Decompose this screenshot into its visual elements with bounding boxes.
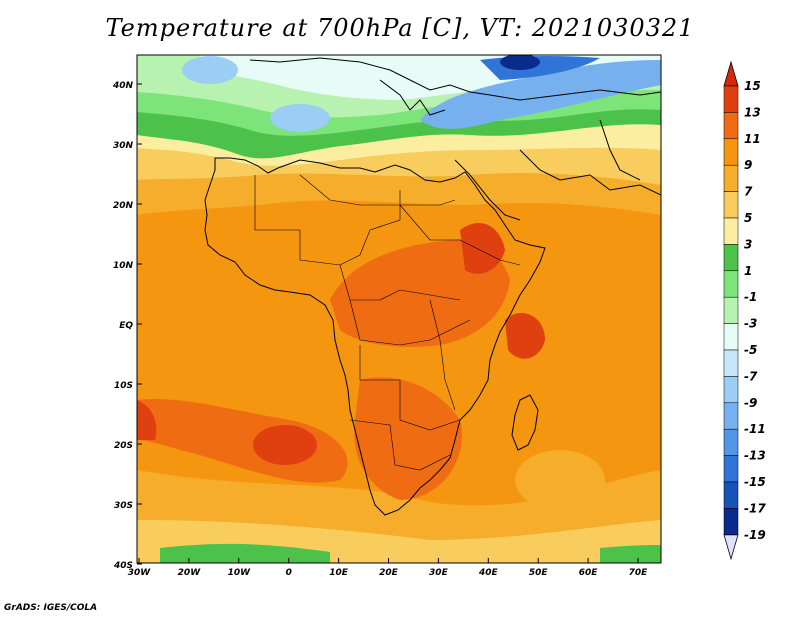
colorbar-bin <box>723 402 739 430</box>
colorbar-label: 9 <box>744 158 752 172</box>
lat-label: 20N <box>113 201 134 211</box>
colorbar: 15 13 11 9 7 5 3 1 -1 -3 -5 -7 -9 -11 -13 -15 -17 -19 <box>723 60 766 561</box>
border-central <box>339 264 461 301</box>
colorbar-label: -1 <box>744 290 757 304</box>
colorbar-bin <box>723 349 739 377</box>
field-cold-center <box>500 55 540 70</box>
field-cold-patch-west <box>182 56 238 84</box>
border-southern <box>349 419 451 471</box>
colorbar-bin <box>723 296 739 324</box>
arabia-coast <box>519 149 661 196</box>
colorbar-label: -9 <box>744 396 757 410</box>
lon-label: 30W <box>128 568 152 578</box>
colorbar-bin <box>723 138 739 166</box>
lat-label: 20S <box>114 441 133 451</box>
border-congo <box>349 299 471 346</box>
colorbar-label: 15 <box>744 79 761 93</box>
map-frame <box>136 54 662 564</box>
mediterranean-coast <box>379 79 446 116</box>
colorbar-label: -7 <box>744 369 758 383</box>
colorbar-label: -13 <box>744 449 766 463</box>
colorbar-label: -19 <box>744 528 766 542</box>
field-hot-core-south-atlantic <box>253 425 317 465</box>
lon-label: 50E <box>529 568 549 578</box>
north-coastline <box>249 57 661 101</box>
colorbar-label: 1 <box>744 264 752 278</box>
temperature-field <box>137 55 661 563</box>
colorbar-bin <box>723 112 739 140</box>
lat-label: 30S <box>114 501 133 511</box>
lat-label: 30N <box>113 141 134 151</box>
lon-label: 70E <box>629 568 649 578</box>
border-sudan <box>399 204 481 251</box>
colorbar-label: 7 <box>744 185 753 199</box>
colorbar-bin <box>723 164 739 192</box>
lon-label: 10W <box>228 568 252 578</box>
colorbar-bin <box>723 508 739 536</box>
colorbar-bin <box>723 217 739 245</box>
colorbar-bin <box>723 270 739 298</box>
map-title: Temperature at 700hPa [C], VT: 202103032… <box>105 14 695 42</box>
colorbar-bin <box>723 85 739 113</box>
colorbar-label: 3 <box>744 237 752 251</box>
lon-label: 60E <box>579 568 599 578</box>
longitude-axis: 30W 20W 10W 0 10E 20E 30E 40E 50E 60E 70E <box>128 558 648 578</box>
colorbar-bin <box>723 244 739 272</box>
red-sea-coast <box>454 159 521 221</box>
footer-credit: GrADS: IGES/COLA <box>4 603 98 613</box>
field-hot-ethiopia <box>460 222 505 274</box>
field-cold-band-east <box>420 60 661 129</box>
border-horn <box>479 249 521 266</box>
lat-label: 10S <box>114 381 133 391</box>
border-sahara <box>299 174 456 206</box>
lon-label: 20W <box>178 568 202 578</box>
lon-label: 0 <box>286 568 292 578</box>
field-band-3-south-east <box>600 545 661 563</box>
border-south-central <box>359 345 461 431</box>
field-hot-west-edge <box>137 400 157 440</box>
colorbar-bin <box>723 481 739 509</box>
colorbar-bin <box>723 428 739 456</box>
colorbar-label: 13 <box>744 105 761 119</box>
lat-label: 40N <box>112 81 134 91</box>
colorbar-bin <box>723 376 739 404</box>
colorbar-top-arrow <box>723 60 739 87</box>
field-hot-southern-africa <box>354 377 462 500</box>
lon-label: 30E <box>429 568 449 578</box>
colorbar-bin <box>723 323 739 351</box>
lon-label: 40E <box>478 568 499 578</box>
colorbar-label: 5 <box>744 211 752 225</box>
field-band-3-south <box>160 543 330 563</box>
lon-label: 10E <box>329 568 349 578</box>
lat-label: 10N <box>113 261 134 271</box>
lat-label: EQ <box>119 321 133 331</box>
colorbar-label: -17 <box>744 501 766 515</box>
lon-label: 20E <box>379 568 399 578</box>
field-moderate-indian-ocean <box>515 450 605 510</box>
colorbar-label: -15 <box>744 475 766 489</box>
madagascar-coastline <box>511 394 539 451</box>
colorbar-label: -3 <box>744 317 757 331</box>
colorbar-bin <box>723 455 739 483</box>
colorbar-bottom-arrow <box>723 534 739 561</box>
persia-coast <box>599 119 641 181</box>
colorbar-bin <box>723 191 739 219</box>
lat-label: 40S <box>113 561 133 571</box>
latitude-axis: 40N 30N 20N 10N EQ 10S 20S 30S 40S <box>112 81 142 571</box>
field-hot-kenya <box>505 312 545 359</box>
field-cold-patch-atlas <box>270 104 330 132</box>
colorbar-label: -5 <box>744 343 757 357</box>
colorbar-label: 11 <box>744 132 761 146</box>
border-east-lakes <box>429 299 456 411</box>
country-borders <box>254 174 521 471</box>
colorbar-label: -11 <box>744 422 766 436</box>
